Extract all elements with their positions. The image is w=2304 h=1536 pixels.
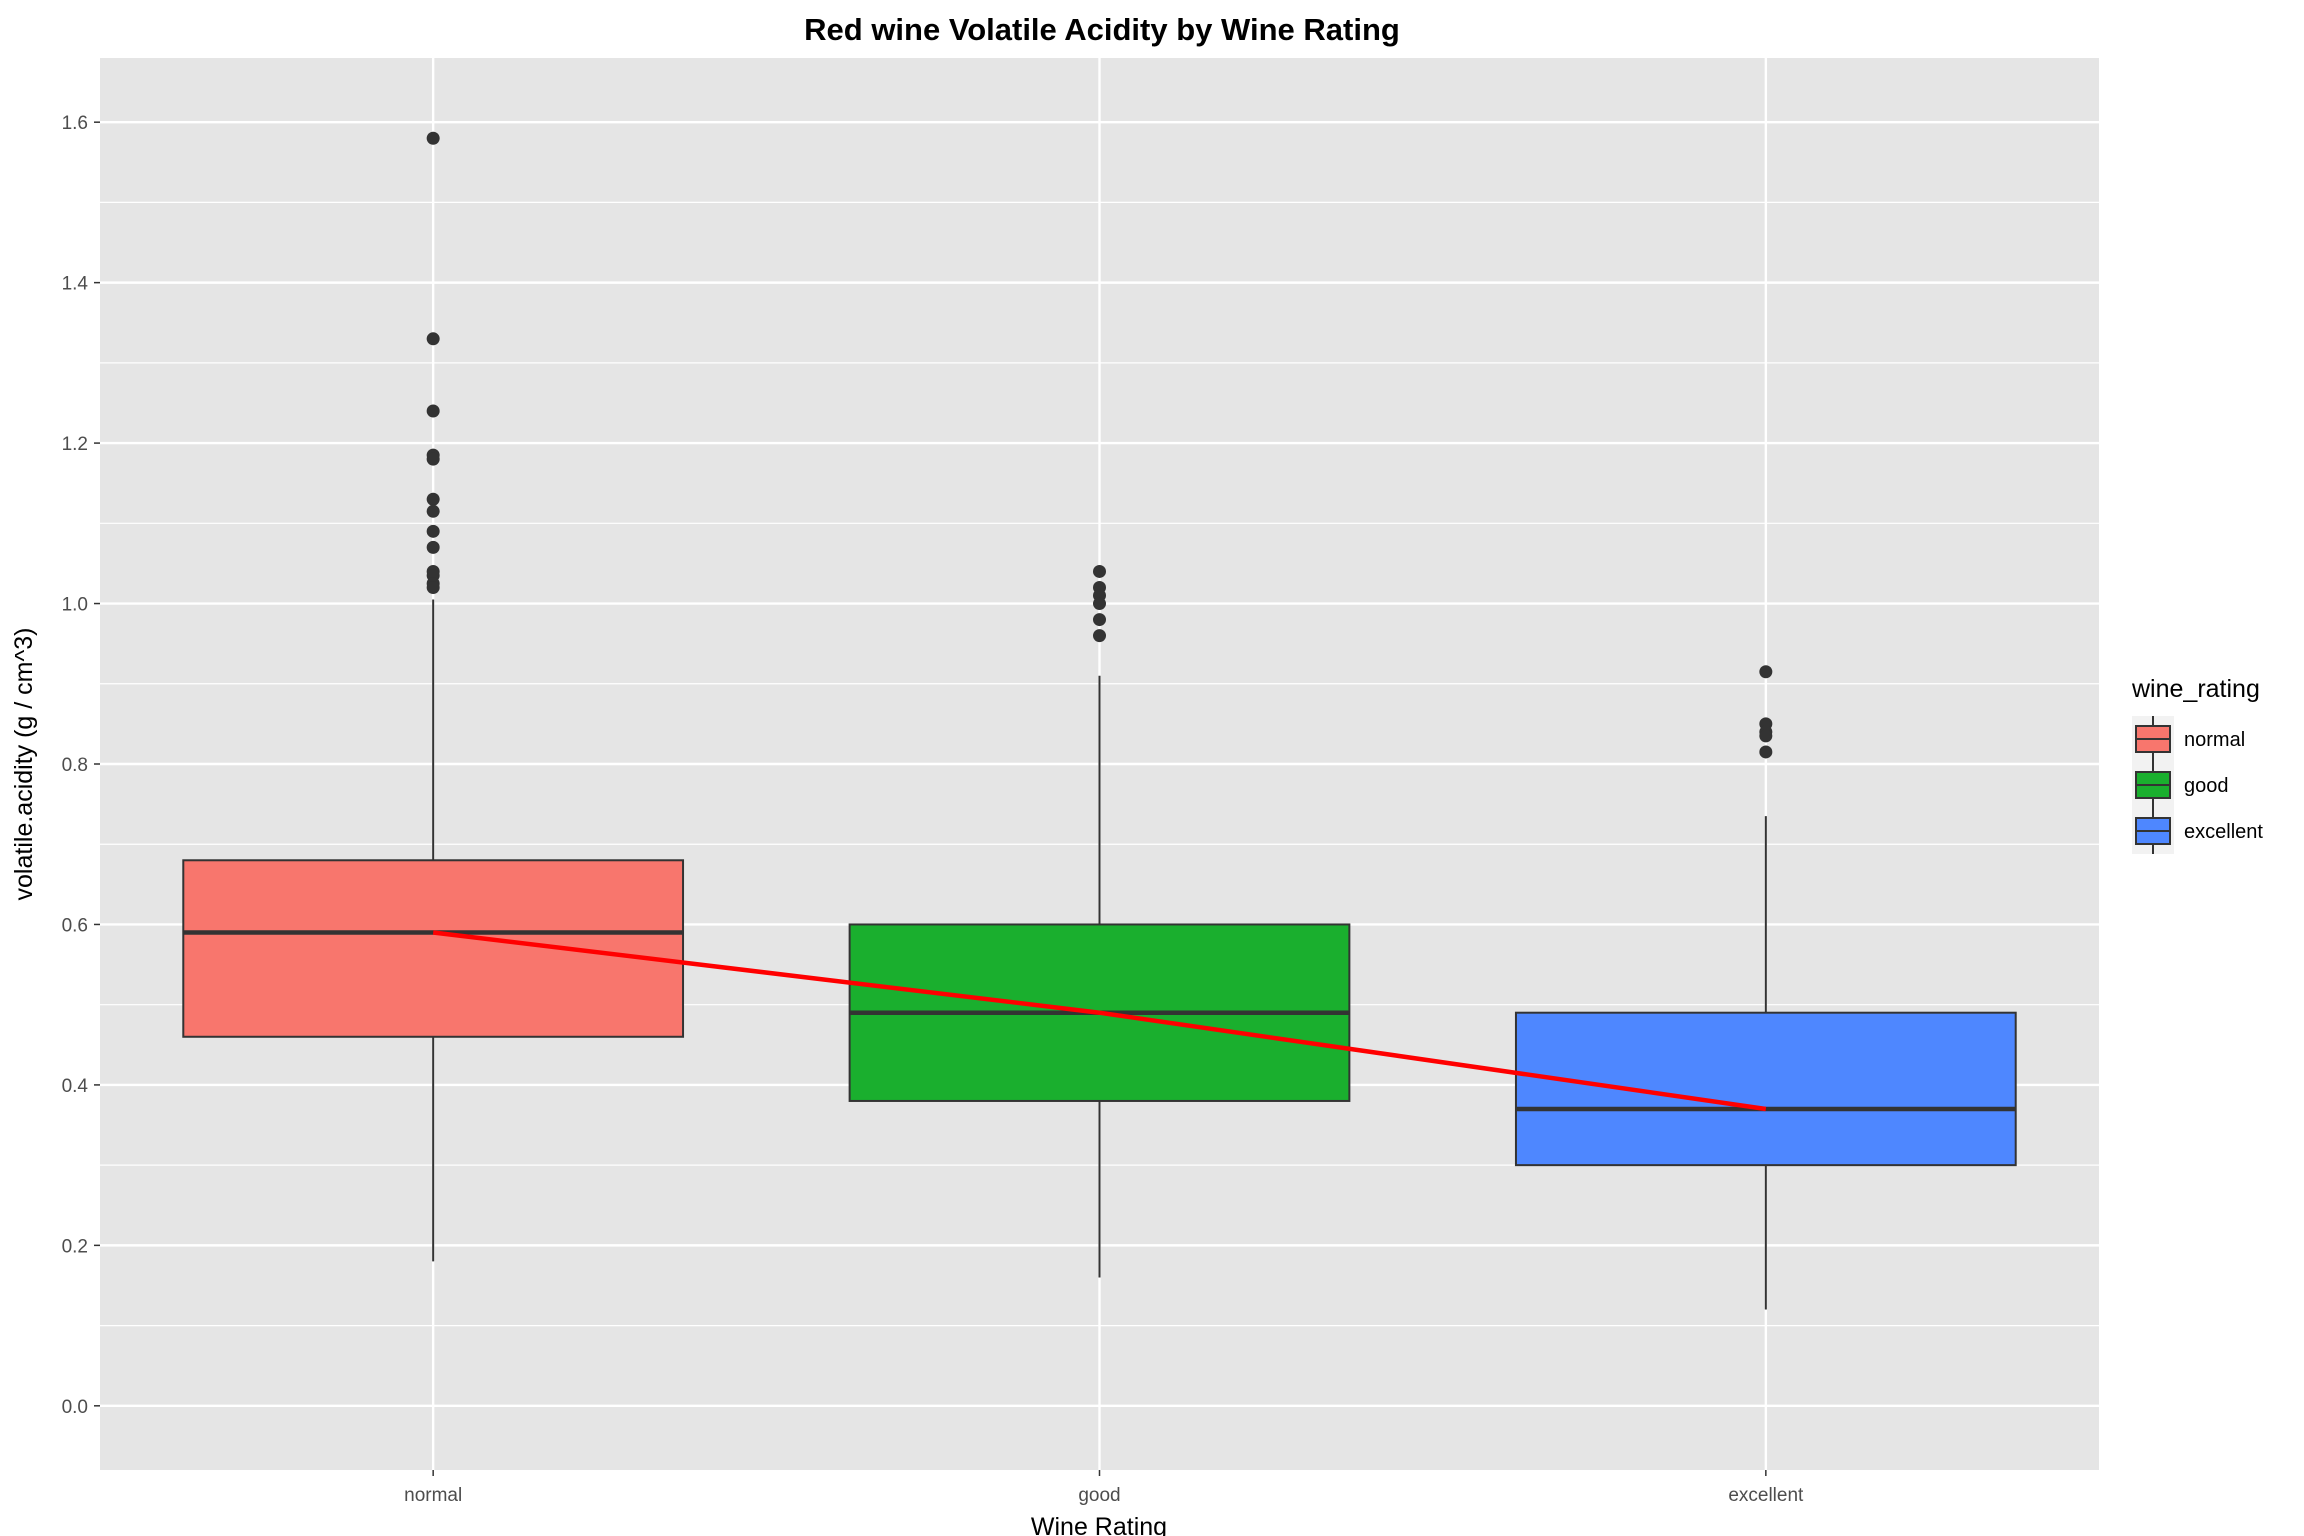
legend-label: excellent — [2184, 821, 2263, 843]
box-excellent — [1514, 665, 2017, 1310]
y-tick-label: 0.0 — [62, 1397, 88, 1418]
trend-line — [432, 930, 1767, 1112]
box-body — [1514, 1011, 2017, 1167]
x-tick-label: good — [1078, 1485, 1120, 1506]
box-good — [848, 564, 1351, 1278]
outlier-point — [426, 492, 440, 506]
y-tick-label: 1.0 — [62, 595, 88, 616]
x-axis-title: Wine Rating — [1031, 1513, 1167, 1536]
outlier-point — [426, 404, 440, 418]
outlier-point — [426, 524, 440, 538]
legend-label: good — [2184, 775, 2229, 797]
outlier-point — [426, 452, 440, 466]
outlier-point — [1759, 745, 1773, 759]
y-tick-label: 0.6 — [62, 915, 88, 936]
outlier-point — [1759, 729, 1773, 743]
y-tick-label: 1.2 — [62, 434, 88, 455]
chart-title: Red wine Volatile Acidity by Wine Rating — [804, 12, 1400, 47]
box-body — [182, 859, 685, 1038]
y-tick-label: 1.6 — [62, 113, 88, 134]
outlier-point — [1759, 665, 1773, 679]
legend-item-good: good — [2132, 762, 2229, 808]
outlier-point — [426, 131, 440, 145]
legend-title: wine_rating — [2131, 675, 2260, 703]
outlier-point — [1093, 564, 1106, 578]
x-tick-label: normal — [404, 1485, 462, 1506]
outlier-point — [426, 581, 440, 594]
outlier-point — [426, 332, 440, 346]
y-axis-title: volatile.acidity (g / cm^3) — [10, 628, 38, 901]
outlier-point — [1093, 597, 1106, 611]
x-axis: normal good excellent — [404, 1470, 1804, 1506]
outlier-point — [1093, 613, 1106, 627]
y-tick-label: 0.8 — [62, 755, 88, 776]
outlier-point — [426, 540, 440, 554]
boxes — [182, 131, 2017, 1310]
y-tick-label: 1.4 — [62, 274, 89, 295]
y-axis: 0.0 0.2 0.4 0.6 0.8 1.0 1.2 1.4 1.6 — [62, 113, 100, 1418]
legend-label: normal — [2184, 729, 2245, 751]
x-tick-label: excellent — [1728, 1485, 1804, 1506]
median-trend — [432, 930, 1767, 1112]
legend: wine_rating normal good excellent — [2131, 675, 2263, 854]
outlier-point — [426, 504, 440, 518]
outlier-point — [1093, 629, 1106, 643]
box-normal — [182, 131, 685, 1262]
y-tick-label: 0.4 — [62, 1076, 89, 1097]
y-tick-label: 0.2 — [62, 1236, 88, 1257]
legend-item-normal: normal — [2132, 716, 2245, 762]
legend-item-excellent: excellent — [2132, 808, 2263, 854]
